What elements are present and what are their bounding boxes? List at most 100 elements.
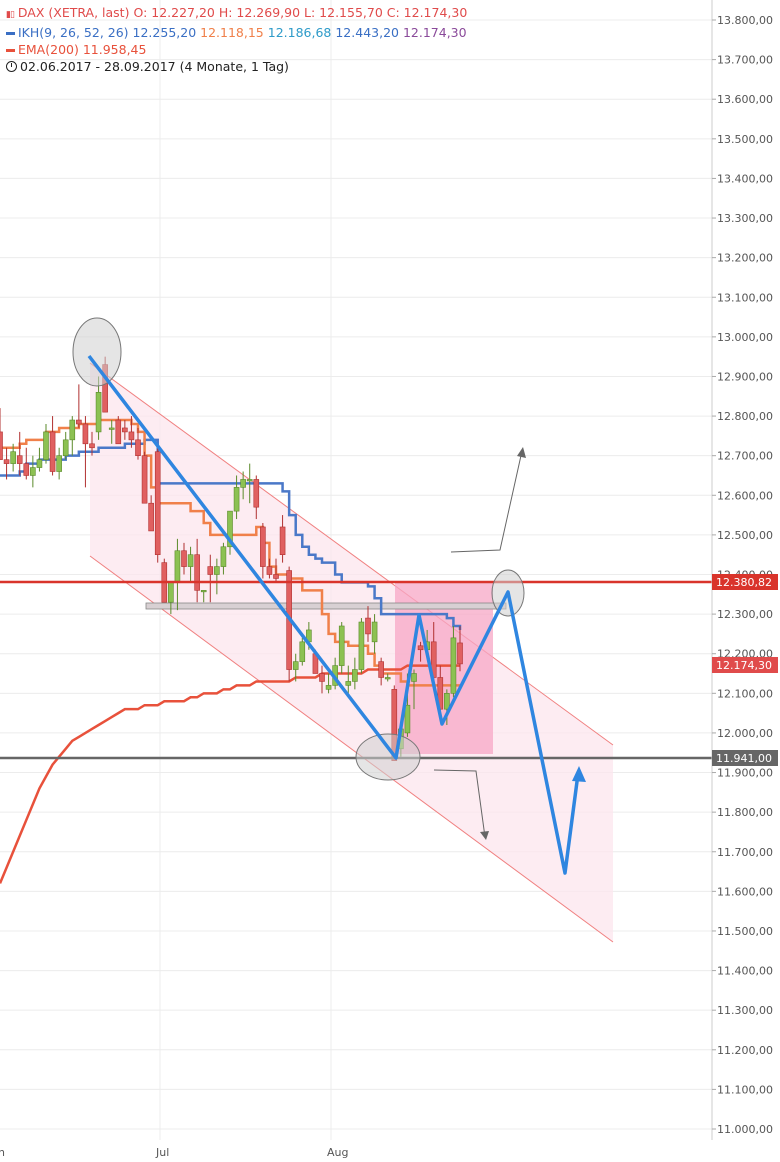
legend-ema-value: 11.958,45 [82, 42, 147, 57]
candle-body [3, 459, 10, 464]
candle-body [253, 479, 260, 508]
candle-body [194, 554, 200, 591]
y-tick-label: 12.900,00 [717, 370, 773, 383]
candle-body [200, 590, 207, 593]
y-tick-label: 11.700,00 [717, 846, 773, 859]
up-arrow-head [517, 447, 526, 458]
candle-body [246, 479, 253, 482]
candle-body [174, 550, 181, 583]
candle-body [214, 566, 220, 575]
legend: ▮▯ DAX (XETRA, last) O: 12.227,20 H: 12.… [6, 4, 467, 75]
candle-body [279, 526, 286, 555]
trend-channel [89, 362, 614, 943]
candle-body [273, 574, 279, 579]
legend-dax: ▮▯ DAX (XETRA, last) O: 12.227,20 H: 12.… [6, 4, 467, 24]
legend-dax-ohlc: O: 12.227,20 H: 12.269,90 L: 12.155,70 C… [133, 5, 468, 20]
legend-ikh-label: IKH(9, 26, 52, 26) [18, 25, 129, 40]
candle-body [365, 617, 371, 635]
x-tick-label: Jul [155, 1146, 169, 1159]
y-tick-label: 12.800,00 [717, 410, 773, 423]
candle-body [444, 693, 450, 710]
y-tick-label: 11.500,00 [717, 925, 773, 938]
candle-body [352, 669, 358, 682]
support-bar [145, 602, 507, 610]
candle-body [404, 704, 411, 734]
candle-body [82, 423, 89, 445]
y-tick-label: 11.800,00 [717, 806, 773, 819]
x-axis: n Jul Aug [0, 1146, 348, 1159]
y-tick-label: 13.700,00 [717, 54, 773, 67]
candle-body [56, 455, 62, 472]
candle-body [16, 455, 23, 464]
y-tick-label: 13.100,00 [717, 291, 773, 304]
candle-body [187, 554, 194, 567]
legend-ikh-v5: 12.174,30 [402, 25, 467, 40]
legend-period-label: 02.06.2017 - 28.09.2017 [20, 59, 176, 74]
annotations [72, 317, 586, 875]
candle-body [266, 566, 273, 575]
candle-body [384, 677, 391, 680]
candle-body [115, 419, 122, 445]
channel-lower-line [89, 555, 614, 943]
ema-swatch [6, 49, 15, 52]
legend-period: 02.06.2017 - 28.09.2017 (4 Monate, 1 Tag… [6, 58, 467, 75]
last-price-tag [712, 657, 778, 673]
candle-body [450, 637, 457, 694]
ikh-swatch [6, 32, 15, 35]
y-tick-label: 12.100,00 [717, 687, 773, 700]
candle-body [10, 451, 16, 464]
x-tick-label: Aug [327, 1146, 348, 1159]
candle-body [36, 459, 43, 468]
legend-ikh-v1: 12.255,20 [132, 25, 197, 40]
y-tick-label: 13.800,00 [717, 14, 773, 27]
candle-body [122, 427, 128, 433]
y-tick-label: 11.100,00 [717, 1083, 773, 1096]
channel-fill [90, 363, 613, 942]
down-arrow-head [480, 831, 489, 840]
candle-body [207, 566, 214, 575]
y-tick-label: 12.700,00 [717, 450, 773, 463]
candle-body [417, 645, 424, 651]
y-tick-label: 12.500,00 [717, 529, 773, 542]
candle-body [168, 582, 174, 603]
legend-ikh-v2: 12.118,15 [200, 25, 264, 40]
y-tick-label: 11.000,00 [717, 1123, 773, 1136]
candle-body [23, 463, 30, 476]
candle-body [345, 681, 352, 686]
candle-body [260, 526, 266, 567]
top-circle [72, 317, 122, 387]
legend-ema: EMA(200) 11.958,45 [6, 41, 467, 58]
y-axis: 13.800,00 13.700,00 13.600,00 13.500,00 13.4… [711, 0, 773, 1140]
y-tick-label: 13.400,00 [717, 172, 773, 185]
y-tick-label: 11.400,00 [717, 965, 773, 978]
support-price-tag [712, 750, 778, 766]
candle-body [181, 550, 187, 567]
price-labels: 12.380,82 12.174,30 11.941,00 [712, 574, 778, 766]
candle-body [233, 487, 240, 512]
legend-period-detail: (4 Monate, 1 Tag) [179, 59, 289, 74]
candle-body [154, 451, 161, 555]
candle-body [128, 431, 135, 441]
legend-ikh-v3: 12.186,68 [267, 25, 332, 40]
y-tick-label: 12.000,00 [717, 727, 773, 740]
candles [0, 356, 463, 761]
candle-body [89, 443, 95, 449]
y-tick-label: 11.200,00 [717, 1044, 773, 1057]
legend-ikh: IKH(9, 26, 52, 26) 12.255,20 12.118,15 1… [6, 24, 467, 41]
candle-body [292, 661, 299, 670]
clock-icon [6, 61, 17, 72]
candle-body [135, 439, 141, 456]
support-price-text: 11.941,00 [716, 752, 772, 765]
candle-body [411, 673, 417, 682]
legend-dax-label: DAX (XETRA, last) [17, 5, 130, 20]
candle-body [378, 661, 384, 678]
candle-body [108, 427, 115, 430]
y-tick-label: 13.000,00 [717, 331, 773, 344]
candle-body [76, 419, 82, 425]
x-tick-label: n [0, 1146, 5, 1159]
y-tick-label: 11.900,00 [717, 767, 773, 780]
resistance-price-text: 12.380,82 [716, 576, 772, 589]
y-tick-label: 12.300,00 [717, 608, 773, 621]
candle-body [0, 431, 3, 460]
